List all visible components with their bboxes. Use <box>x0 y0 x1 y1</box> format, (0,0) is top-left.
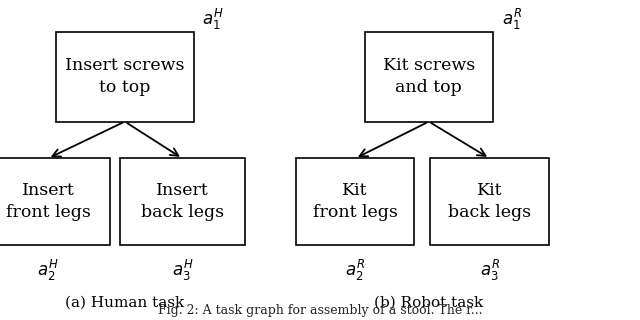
Text: $a_1^R$: $a_1^R$ <box>502 7 522 32</box>
Text: (a) Human task: (a) Human task <box>65 295 184 309</box>
Text: $a_3^H$: $a_3^H$ <box>172 258 193 283</box>
Text: Insert screws
to top: Insert screws to top <box>65 57 184 96</box>
Text: Insert
back legs: Insert back legs <box>141 182 224 221</box>
Text: $a_3^R$: $a_3^R$ <box>479 258 500 283</box>
Text: (b) Robot task: (b) Robot task <box>374 295 483 309</box>
Bar <box>365 32 493 122</box>
Text: $a_2^R$: $a_2^R$ <box>345 258 365 283</box>
Text: Kit
back legs: Kit back legs <box>448 182 531 221</box>
Bar <box>120 158 244 245</box>
Text: Fig. 2: A task graph for assembly of a stool. The r...: Fig. 2: A task graph for assembly of a s… <box>157 304 483 317</box>
Text: Insert
front legs: Insert front legs <box>6 182 90 221</box>
Bar <box>430 158 548 245</box>
Text: Kit screws
and top: Kit screws and top <box>383 57 475 96</box>
Text: $a_1^H$: $a_1^H$ <box>202 7 223 32</box>
Text: $a_2^H$: $a_2^H$ <box>37 258 59 283</box>
Bar <box>56 32 193 122</box>
Text: Kit
front legs: Kit front legs <box>313 182 397 221</box>
Bar <box>0 158 111 245</box>
Bar <box>296 158 415 245</box>
